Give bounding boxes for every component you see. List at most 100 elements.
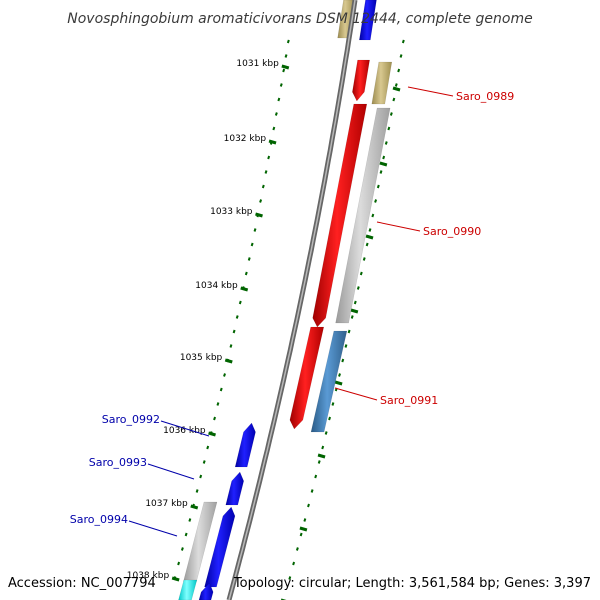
minor-tick-inner [247, 257, 251, 261]
leader-line [147, 463, 195, 480]
minor-tick-outer [384, 141, 388, 145]
gene-label: Saro_0994 [70, 513, 128, 526]
minor-tick-outer [341, 358, 345, 363]
leader-line [376, 221, 421, 232]
tick-label: 1036 kbp [163, 426, 206, 436]
minor-tick-outer [401, 39, 405, 44]
minor-tick-outer [371, 213, 375, 218]
minor-tick-outer [376, 184, 380, 189]
minor-tick-outer [356, 286, 360, 290]
minor-tick-outer [344, 344, 348, 348]
tick-label: 1033 kbp [210, 207, 253, 217]
gene-label: Saro_0991 [380, 394, 438, 407]
accession-text: Accession: NC_007794 [8, 576, 156, 591]
minor-tick-outer [365, 242, 369, 247]
minor-tick-outer [288, 576, 292, 580]
minor-tick-inner [188, 518, 192, 522]
minor-tick-inner [206, 445, 210, 450]
major-tick-outer [350, 308, 359, 314]
minor-tick-inner [184, 532, 188, 537]
minor-tick-outer [317, 460, 321, 464]
minor-tick-outer [362, 257, 366, 261]
cds-cyan-left [178, 579, 198, 600]
minor-tick-inner [279, 83, 283, 87]
minor-tick-outer [324, 431, 328, 435]
tick-label: 1031 kbp [236, 59, 279, 69]
gene-label: Saro_0989 [456, 90, 514, 103]
cds-saro-0991 [310, 330, 348, 433]
minor-tick-outer [299, 532, 303, 537]
gene-blue-bottom [198, 582, 214, 600]
minor-tick-outer [397, 68, 401, 73]
minor-tick-outer [338, 373, 341, 377]
major-tick-outer [317, 453, 326, 459]
minor-tick-inner [223, 373, 226, 377]
minor-tick-inner [274, 112, 278, 116]
minor-tick-inner [219, 387, 223, 392]
major-tick [190, 504, 199, 510]
minor-tick-inner [232, 329, 236, 334]
gene-saro-0991 [289, 326, 325, 430]
minor-tick-outer [350, 315, 354, 319]
major-tick [281, 64, 290, 70]
minor-tick-inner [261, 184, 265, 189]
minor-tick-inner [180, 547, 184, 551]
cds-saro-0989 [371, 61, 393, 105]
feature-layer [178, 0, 393, 600]
minor-tick-outer [389, 112, 393, 116]
minor-tick-outer [394, 83, 398, 87]
tick-tracks: 1031 kbp 1032 kbp 1033 kbp 1034 kbp 1035 kbp… [127, 39, 405, 600]
minor-tick-inner [282, 68, 286, 73]
minor-tick-outer [347, 329, 351, 334]
minor-tick-outer [382, 155, 386, 160]
gene-label: Saro_0990 [423, 225, 481, 238]
tick-label: 1035 kbp [180, 353, 223, 363]
tick-label: 1038 kbp [127, 571, 170, 581]
minor-tick-outer [307, 503, 310, 508]
minor-tick-outer [314, 474, 318, 479]
leader-line [128, 520, 178, 537]
minor-tick-outer [368, 228, 372, 232]
major-tick-outer [392, 86, 401, 92]
backbone [226, 0, 358, 600]
major-tick-outer [334, 380, 343, 386]
minor-tick-inner [216, 402, 220, 406]
major-tick [268, 139, 277, 145]
gene-saro-0992 [234, 422, 256, 468]
minor-tick-inner [244, 271, 248, 276]
major-tick-outer [379, 161, 388, 167]
minor-tick-inner [202, 460, 206, 464]
minor-tick-inner [253, 228, 257, 232]
major-tick [255, 212, 263, 218]
tick-label: 1032 kbp [224, 134, 267, 144]
minor-tick-inner [267, 155, 271, 160]
minor-tick-outer [321, 445, 325, 450]
gene-saro-0994 [204, 506, 236, 588]
map-title: Novosphingobium aromaticivorans DSM 1244… [67, 11, 532, 27]
leader-line [407, 86, 454, 97]
backbone-line [226, 0, 358, 600]
minor-tick-outer [328, 416, 332, 421]
minor-tick-outer [310, 489, 314, 493]
gene-label: Saro_0992 [102, 413, 160, 426]
major-tick [224, 358, 233, 364]
gene-saro-0993 [225, 471, 244, 506]
minor-tick-inner [259, 199, 263, 203]
gene-saro-0989 [352, 59, 370, 102]
minor-tick-outer [374, 199, 378, 203]
backbone-highlight [228, 0, 356, 600]
minor-tick-inner [199, 474, 203, 479]
leader-line [334, 387, 378, 401]
cds-gray-left [183, 501, 218, 583]
major-tick-outer [299, 526, 308, 532]
label-layer: Saro_0989 Saro_0990 Saro_0991 Saro_0992 Saro… [70, 86, 514, 537]
minor-tick-outer [295, 547, 299, 551]
major-tick-outer [365, 234, 374, 240]
cds-saro-0990 [335, 107, 391, 324]
major-tick [208, 431, 216, 437]
minor-tick-inner [272, 126, 276, 131]
minor-tick-outer [399, 54, 403, 58]
leader-line [160, 420, 210, 437]
minor-tick-outer [387, 126, 391, 131]
